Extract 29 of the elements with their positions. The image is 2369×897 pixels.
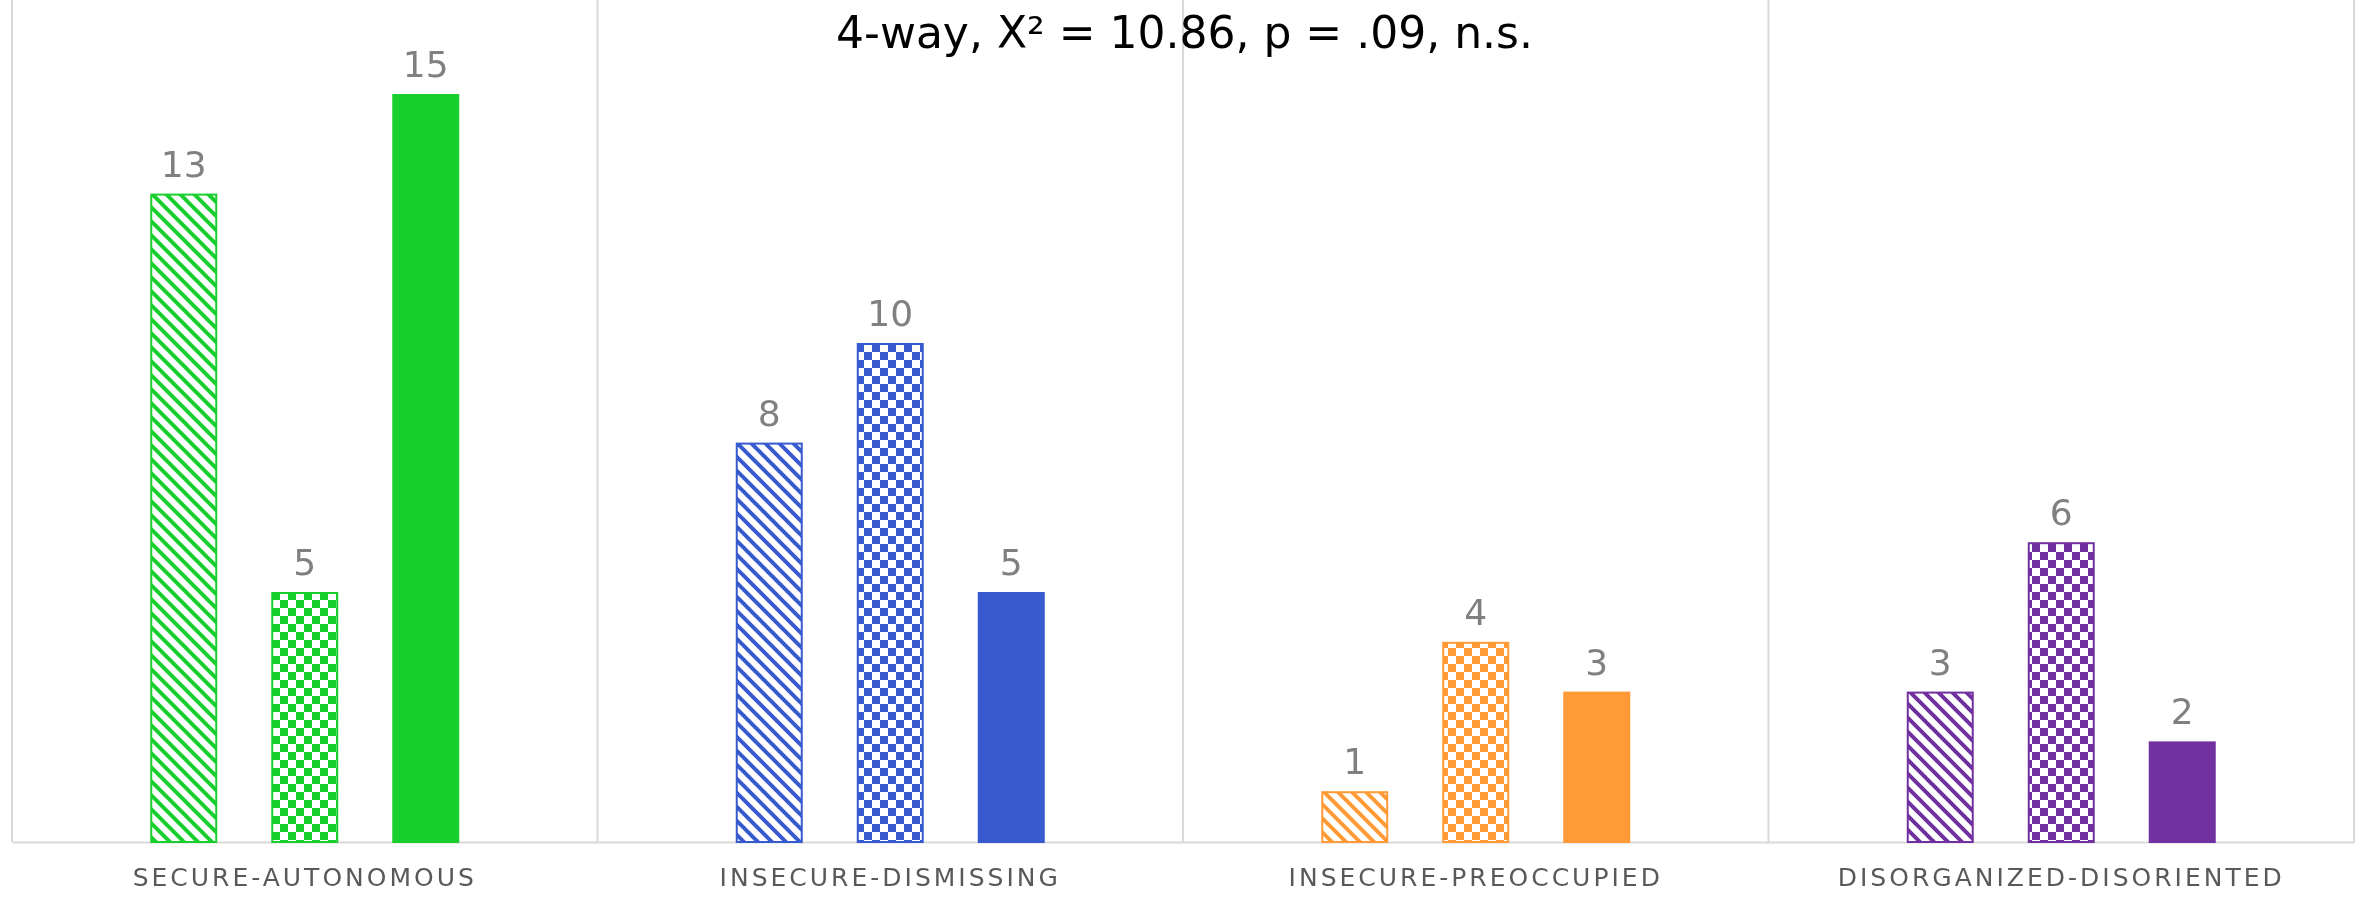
x-tick-label: SECURE-AUTONOMOUS bbox=[132, 862, 477, 892]
bar bbox=[392, 94, 460, 843]
bar bbox=[977, 592, 1045, 843]
bar bbox=[1321, 791, 1389, 843]
data-label: 6 bbox=[2049, 492, 2073, 534]
bar bbox=[2027, 542, 2095, 843]
data-label: 15 bbox=[402, 44, 449, 85]
data-label: 2 bbox=[2170, 691, 2194, 733]
bar bbox=[271, 592, 339, 843]
data-label: 5 bbox=[293, 542, 317, 583]
data-label: 13 bbox=[160, 143, 207, 185]
bar bbox=[1563, 691, 1631, 843]
x-tick-label: INSECURE-PREOCCUPIED bbox=[1288, 862, 1663, 892]
bar bbox=[150, 193, 218, 843]
data-label: 10 bbox=[867, 293, 914, 334]
data-label: 4 bbox=[1464, 591, 1488, 633]
bar bbox=[735, 442, 803, 843]
data-label: 3 bbox=[1928, 641, 1952, 683]
x-tick-label: INSECURE-DISMISSING bbox=[719, 862, 1061, 892]
bar bbox=[1906, 691, 1974, 843]
data-label: 8 bbox=[757, 392, 781, 434]
data-label: 3 bbox=[1585, 641, 1609, 683]
x-tick-label: DISORGANIZED-DISORIENTED bbox=[1837, 862, 2285, 892]
bar bbox=[856, 343, 924, 843]
data-label: 5 bbox=[999, 542, 1023, 583]
bar bbox=[1442, 641, 1510, 843]
bar bbox=[2148, 741, 2216, 843]
chart-title: 4-way, Χ² = 10.86, p = .09, n.s. bbox=[836, 7, 1533, 58]
data-label: 1 bbox=[1343, 741, 1367, 783]
